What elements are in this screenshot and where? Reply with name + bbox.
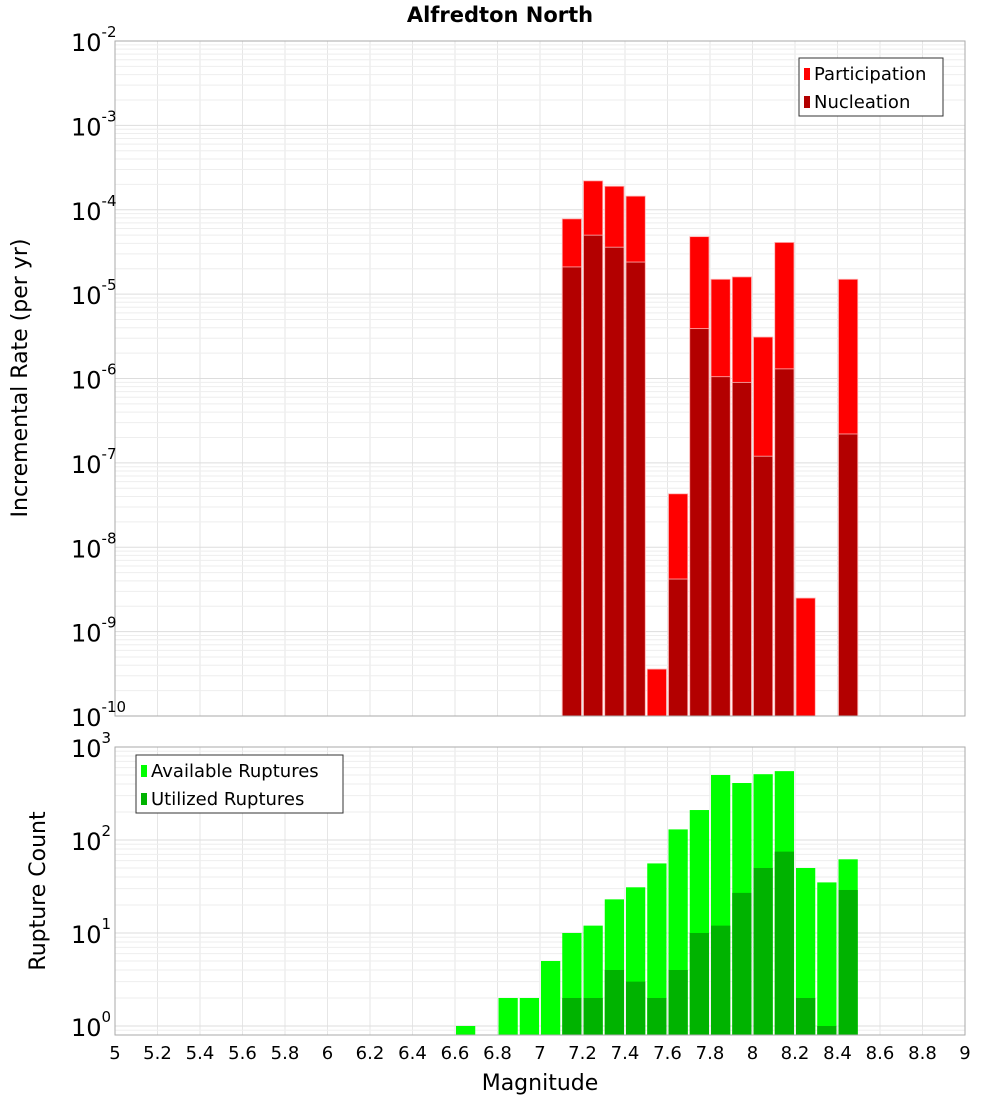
legend-label: Utilized Ruptures [151, 789, 304, 810]
y-tick-label: 102 [71, 822, 111, 856]
legend-box [135, 754, 344, 814]
bar-nucleation [625, 261, 646, 717]
bar-nucleation [604, 246, 625, 717]
bar-participation [646, 668, 667, 717]
y-tick-label: 10-2 [71, 23, 117, 57]
legend-swatch [804, 68, 810, 80]
legend-swatch [804, 96, 810, 108]
x-tick-label: 6.2 [356, 1043, 385, 1064]
x-tick-label: 5.4 [186, 1043, 215, 1064]
x-tick-label: 7.4 [611, 1043, 640, 1064]
bar-participation [795, 597, 816, 717]
y-tick-label: 10-4 [71, 192, 117, 226]
bar-utilized-ruptures [689, 932, 709, 1035]
bar-nucleation [710, 376, 731, 717]
legend-swatch [141, 765, 147, 777]
x-tick-label: 8.8 [908, 1043, 937, 1064]
x-tick-label: 7.6 [653, 1043, 682, 1064]
x-tick-label: 6.4 [398, 1043, 427, 1064]
x-axis-label: Magnitude [482, 1071, 599, 1096]
bar-utilized-ruptures [711, 925, 731, 1035]
legend-label: Available Ruptures [151, 761, 319, 782]
legend-label: Nucleation [814, 92, 910, 113]
bar-nucleation [774, 368, 795, 717]
y-tick-label: 10-8 [71, 529, 117, 563]
x-tick-label: 7.2 [568, 1043, 597, 1064]
bar-nucleation [583, 234, 604, 717]
bar-available-ruptures [647, 863, 667, 1035]
x-tick-label: 8.4 [823, 1043, 852, 1064]
x-tick-label: 7 [534, 1043, 545, 1064]
bar-utilized-ruptures [562, 997, 582, 1035]
x-tick-label: 5.2 [143, 1043, 172, 1064]
bottom-y-axis-label: Rupture Count [26, 811, 51, 971]
bar-available-ruptures [456, 1025, 476, 1035]
y-tick-label: 10-9 [71, 614, 117, 648]
bar-nucleation [753, 455, 774, 717]
x-tick-label: 9 [959, 1043, 970, 1064]
bar-utilized-ruptures [668, 969, 688, 1035]
x-tick-label: 7.8 [696, 1043, 725, 1064]
bar-utilized-ruptures [774, 851, 794, 1035]
y-tick-label: 10-5 [71, 276, 117, 310]
bar-available-ruptures [519, 997, 539, 1035]
plot-frame [114, 40, 966, 717]
bar-utilized-ruptures [817, 1025, 837, 1035]
x-tick-label: 6 [322, 1043, 333, 1064]
y-tick-label: 100 [71, 1008, 111, 1042]
x-tick-label: 5.6 [228, 1043, 257, 1064]
x-tick-label: 8.6 [866, 1043, 895, 1064]
bar-utilized-ruptures [732, 892, 752, 1035]
legend-swatch [141, 793, 147, 805]
bar-available-ruptures [541, 960, 561, 1035]
bar-utilized-ruptures [838, 889, 858, 1035]
y-tick-label: 10-6 [71, 361, 117, 395]
x-tick-label: 5.8 [271, 1043, 300, 1064]
bar-nucleation [561, 266, 582, 717]
x-tick-label: 8.2 [781, 1043, 810, 1064]
bar-utilized-ruptures [796, 997, 816, 1035]
bar-nucleation [838, 433, 859, 717]
x-tick-label: 6.8 [483, 1043, 512, 1064]
bar-nucleation [668, 578, 689, 717]
y-tick-label: 103 [71, 729, 111, 763]
y-tick-label: 10-10 [71, 698, 126, 732]
y-tick-label: 10-7 [71, 445, 117, 479]
x-tick-label: 6.6 [441, 1043, 470, 1064]
top-y-axis-label: Incremental Rate (per yr) [8, 239, 33, 518]
bar-utilized-ruptures [604, 969, 624, 1035]
bar-utilized-ruptures [583, 997, 603, 1035]
bar-utilized-ruptures [647, 997, 667, 1035]
bar-nucleation [689, 328, 710, 717]
bar-utilized-ruptures [753, 867, 773, 1035]
y-tick-label: 10-3 [71, 107, 117, 141]
bar-utilized-ruptures [626, 981, 646, 1035]
x-tick-label: 5 [109, 1043, 120, 1064]
bar-available-ruptures [498, 997, 518, 1035]
legend-label: Participation [814, 64, 926, 85]
chart-title: Alfredton North [407, 3, 593, 27]
top-plot: 10-2 10-3 10-4 10-5 10-6 10-7 10-8 10-9 10-10 Par… [71, 23, 966, 732]
bar-available-ruptures [796, 867, 816, 1035]
legend-box [798, 57, 944, 117]
plot-frame [114, 746, 966, 1036]
bar-available-ruptures [817, 882, 837, 1035]
bar-nucleation [731, 381, 752, 717]
y-tick-label: 101 [71, 915, 111, 949]
x-tick-label: 8 [747, 1043, 758, 1064]
